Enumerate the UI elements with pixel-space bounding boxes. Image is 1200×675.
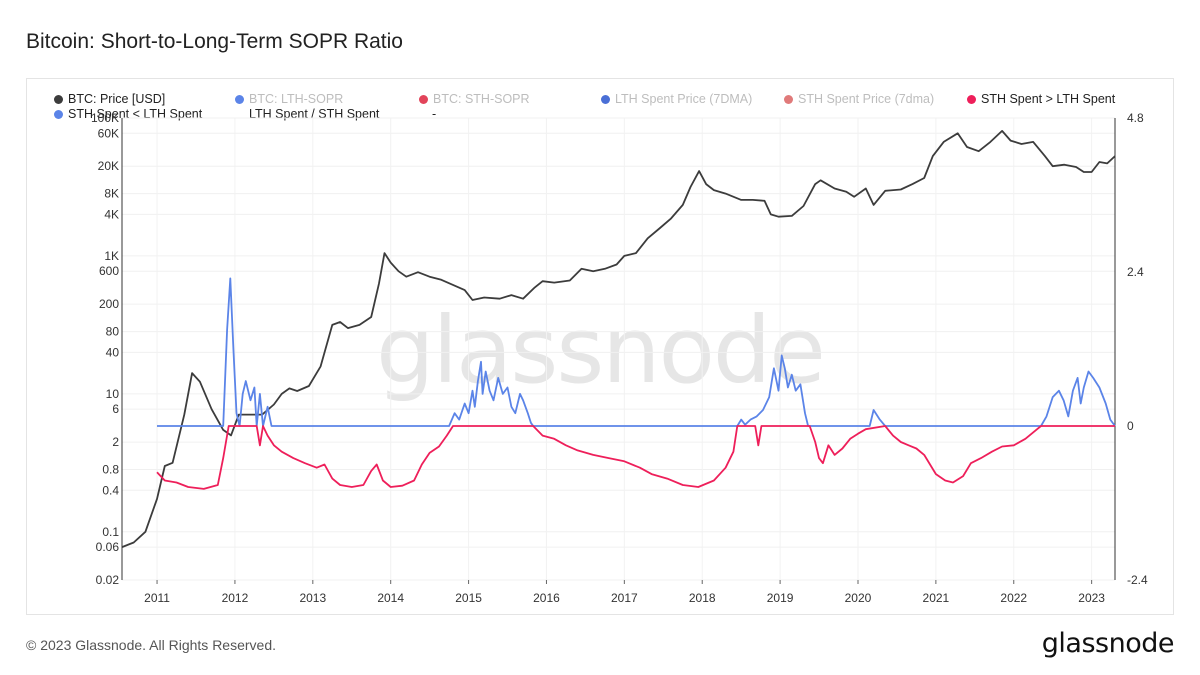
legend-dot-icon bbox=[784, 94, 793, 104]
x-tick-label: 2023 bbox=[1078, 591, 1105, 605]
legend-item-lth-sopr[interactable]: BTC: LTH-SOPR bbox=[235, 92, 343, 106]
legend-label: STH Spent Price (7dma) bbox=[798, 92, 935, 106]
legend-item-sth-spent-price[interactable]: STH Spent Price (7dma) bbox=[784, 92, 934, 106]
y-left-tick-label: 200 bbox=[99, 297, 119, 311]
x-axis-labels: 2011 2012 2013 2014 2015 2016 2017 2018 2019 2020… bbox=[144, 580, 1105, 605]
y-axis-right-labels: 4.8 2.4 0 -2.4 bbox=[1127, 111, 1148, 587]
series-line-sth-spent-lth-spent bbox=[157, 277, 1116, 427]
legend-item-sth-sopr[interactable]: BTC: STH-SOPR bbox=[419, 92, 530, 106]
y-axis-left-labels: 100K60K20K8K4K1K600200804010620.80.40.10… bbox=[91, 111, 119, 587]
x-tick-label: 2016 bbox=[533, 591, 560, 605]
legend-dot-icon bbox=[54, 109, 63, 119]
legend-item-btc-price[interactable]: BTC: Price [USD] bbox=[54, 92, 165, 106]
x-tick-label: 2020 bbox=[845, 591, 872, 605]
chart-legend: BTC: Price [USD] BTC: LTH-SOPR BTC: STH-… bbox=[27, 79, 1175, 121]
y-left-tick-label: 10 bbox=[106, 387, 120, 401]
y-right-tick-label: -2.4 bbox=[1127, 573, 1148, 587]
y-left-tick-label: 8K bbox=[104, 187, 119, 201]
y-left-tick-label: 1K bbox=[104, 249, 119, 263]
y-left-tick-label: 0.8 bbox=[102, 463, 119, 477]
x-tick-label: 2019 bbox=[767, 591, 794, 605]
x-tick-label: 2022 bbox=[1000, 591, 1027, 605]
x-tick-label: 2015 bbox=[455, 591, 482, 605]
grid-lines bbox=[122, 117, 1115, 581]
x-tick-label: 2013 bbox=[299, 591, 326, 605]
y-left-tick-label: 100K bbox=[91, 111, 119, 125]
legend-label: BTC: Price [USD] bbox=[68, 92, 166, 106]
x-tick-label: 2018 bbox=[689, 591, 716, 605]
legend-item-sth-gt-lth[interactable]: STH Spent > LTH Spent bbox=[967, 92, 1115, 106]
series-group bbox=[121, 130, 1116, 548]
legend-dot-icon bbox=[967, 94, 976, 104]
y-left-tick-label: 0.02 bbox=[96, 573, 120, 587]
x-tick-label: 2021 bbox=[923, 591, 950, 605]
y-left-tick-label: 600 bbox=[99, 264, 119, 278]
y-left-tick-label: 6 bbox=[112, 402, 119, 416]
y-right-tick-label: 4.8 bbox=[1127, 111, 1144, 125]
y-right-tick-label: 0 bbox=[1127, 419, 1134, 433]
legend-dot-icon bbox=[54, 94, 63, 104]
y-left-tick-label: 80 bbox=[106, 325, 120, 339]
legend-label: STH Spent > LTH Spent bbox=[981, 92, 1116, 106]
legend-label: LTH Spent Price (7DMA) bbox=[615, 92, 753, 106]
chart-title: Bitcoin: Short-to-Long-Term SOPR Ratio bbox=[26, 30, 403, 53]
y-left-tick-label: 0.1 bbox=[102, 525, 119, 539]
y-left-tick-label: 4K bbox=[104, 207, 119, 221]
glassnode-logo[interactable]: glassnode bbox=[1041, 628, 1175, 659]
y-left-tick-label: 20K bbox=[98, 159, 119, 173]
legend-item-lth-spent-price[interactable]: LTH Spent Price (7DMA) bbox=[601, 92, 752, 106]
y-right-tick-label: 2.4 bbox=[1127, 265, 1144, 279]
legend-dot-icon bbox=[235, 94, 244, 104]
y-left-tick-label: 2 bbox=[112, 435, 119, 449]
legend-item-dash[interactable]: - bbox=[432, 107, 436, 121]
legend-label: - bbox=[432, 107, 437, 121]
x-tick-label: 2012 bbox=[222, 591, 249, 605]
y-left-tick-label: 40 bbox=[106, 345, 120, 359]
x-tick-label: 2014 bbox=[377, 591, 404, 605]
copyright-text: © 2023 Glassnode. All Rights Reserved. bbox=[26, 637, 277, 653]
legend-label: BTC: LTH-SOPR bbox=[249, 92, 344, 106]
y-left-tick-label: 0.06 bbox=[96, 540, 120, 554]
legend-dot-icon bbox=[419, 94, 428, 104]
y-left-tick-label: 60K bbox=[98, 126, 119, 140]
legend-dot-icon bbox=[601, 94, 610, 104]
x-tick-label: 2017 bbox=[611, 591, 638, 605]
chart-frame: BTC: Price [USD] BTC: LTH-SOPR BTC: STH-… bbox=[26, 78, 1174, 615]
watermark: glassnode bbox=[376, 297, 824, 404]
y-left-tick-label: 0.4 bbox=[102, 483, 119, 497]
series-line-btc-price-usd bbox=[121, 130, 1116, 548]
x-tick-label: 2011 bbox=[144, 591, 170, 605]
series-line-sth-spent-lth-spent bbox=[156, 425, 1115, 490]
legend-label: BTC: STH-SOPR bbox=[433, 92, 530, 106]
